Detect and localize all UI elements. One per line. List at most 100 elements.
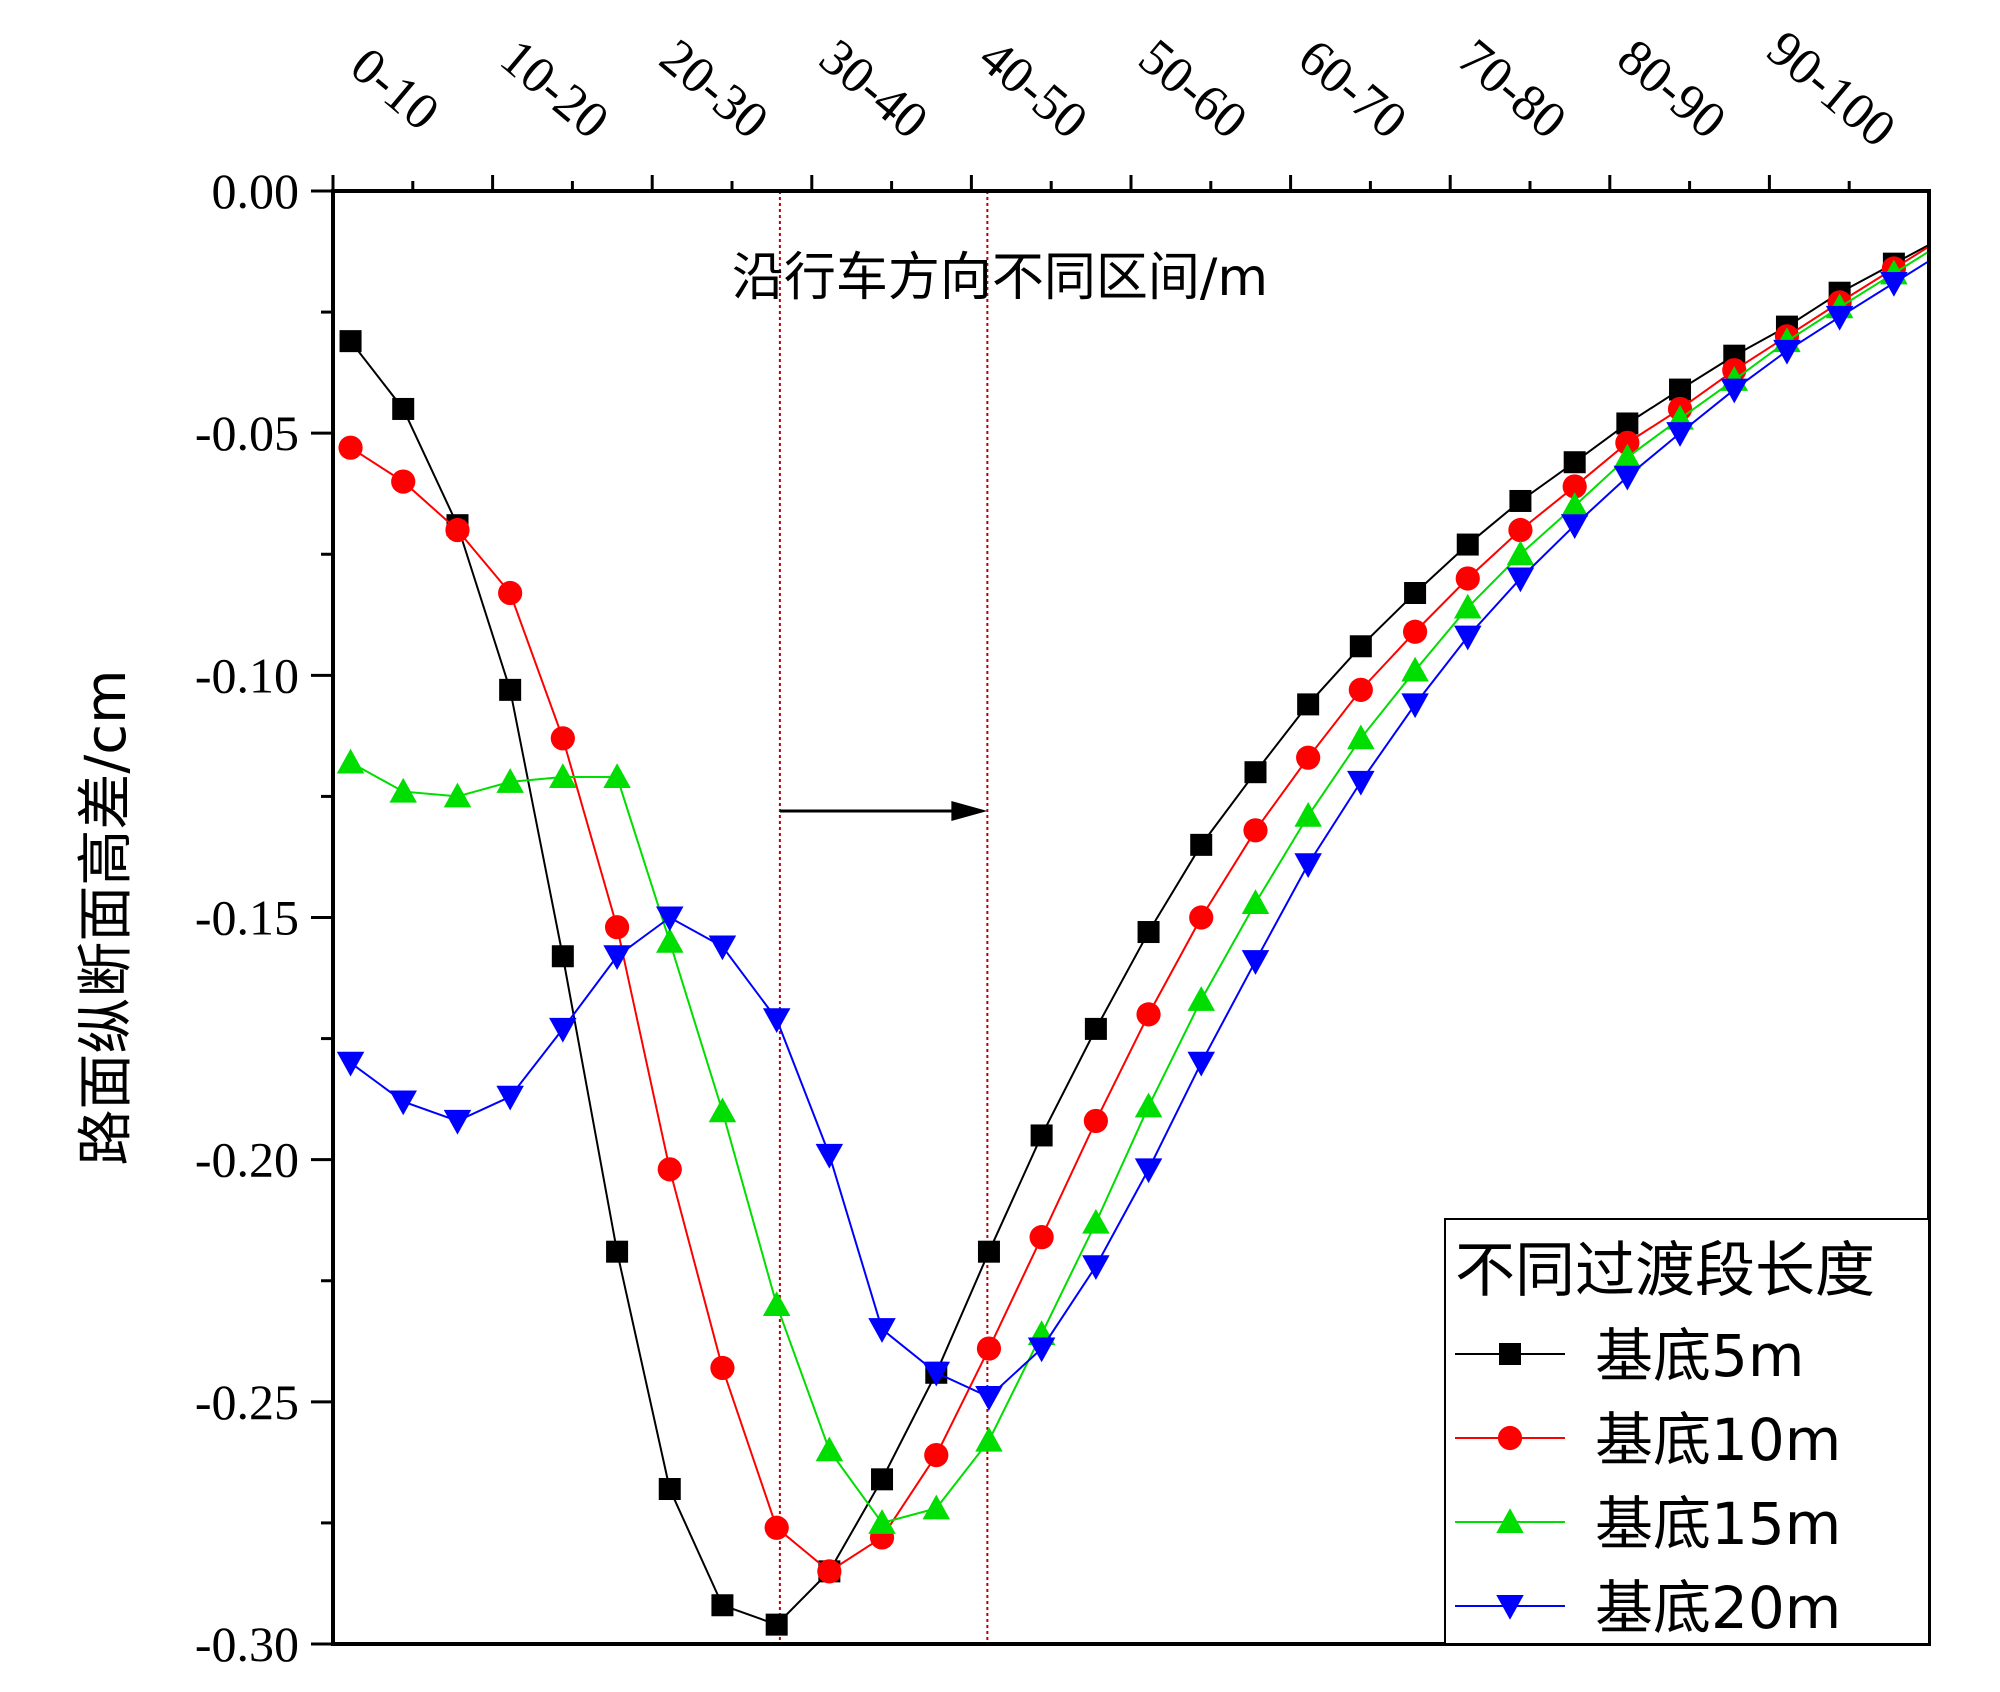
legend-item: 基底15m (1455, 1490, 1841, 1558)
data-point (1189, 905, 1214, 930)
x-axis-label: 沿行车方向不同区间/m (732, 248, 1268, 308)
data-point (817, 1559, 842, 1584)
data-point (871, 1468, 894, 1491)
data-point (1401, 656, 1429, 682)
y-tick-label: -0.05 (195, 405, 299, 461)
data-point (1506, 540, 1535, 566)
x-tick-label: 90-100 (1756, 20, 1905, 158)
series-基底15m (336, 250, 1930, 1534)
data-point (1506, 567, 1535, 593)
data-point (710, 1355, 735, 1381)
data-point (1294, 853, 1322, 878)
data-point (1347, 724, 1375, 750)
data-point (1720, 378, 1749, 404)
data-point (498, 580, 523, 606)
data-point (1560, 492, 1589, 517)
data-point (1615, 430, 1640, 455)
data-point (1243, 818, 1268, 843)
data-point (815, 1436, 844, 1462)
data-point (550, 726, 575, 751)
legend-item: 基底5m (1455, 1322, 1804, 1390)
x-tick-label: 30-40 (809, 29, 939, 151)
data-point (708, 1097, 737, 1123)
data-point (1241, 889, 1270, 914)
legend-item: 基底20m (1455, 1574, 1841, 1642)
data-point (1190, 833, 1213, 856)
legend-label: 基底5m (1595, 1322, 1804, 1390)
data-point (1082, 1208, 1110, 1234)
data-point (603, 763, 631, 789)
x-tick-label: 0-10 (340, 37, 450, 142)
data-point (1616, 412, 1639, 435)
data-point (389, 1090, 417, 1116)
x-tick-label: 20-30 (649, 29, 779, 151)
x-tick-label: 50-60 (1128, 29, 1258, 151)
data-point (656, 906, 684, 932)
data-point (496, 1085, 524, 1111)
data-point (1562, 474, 1587, 499)
data-point (1030, 1124, 1053, 1147)
data-point (1084, 1017, 1107, 1040)
data-point (977, 1240, 1000, 1263)
data-point (549, 1017, 577, 1043)
data-point (975, 1426, 1003, 1452)
legend-label: 基底20m (1595, 1574, 1841, 1642)
data-point (1880, 272, 1908, 297)
data-point (1496, 1595, 1524, 1620)
data-point (1137, 921, 1160, 944)
data-point (1187, 1051, 1215, 1077)
y-axis: 0.00 -0.05 -0.10 -0.15 -0.20 -0.25 -0.30 (195, 163, 333, 1672)
x-tick-label: 80-90 (1607, 29, 1737, 151)
data-point (868, 1318, 896, 1343)
y-tick-label: -0.30 (195, 1616, 299, 1672)
data-point (389, 777, 417, 803)
data-point (496, 768, 524, 793)
data-point (1134, 1158, 1163, 1184)
range-arrow (779, 800, 988, 821)
y-tick-label: 0.00 (212, 163, 300, 219)
data-point (711, 1594, 734, 1617)
data-point (551, 945, 574, 968)
data-point (976, 1336, 1002, 1361)
data-point (1455, 566, 1480, 591)
legend-item: 基底10m (1455, 1406, 1841, 1474)
data-point (1241, 950, 1270, 975)
data-point (1347, 770, 1375, 796)
data-point (762, 1291, 791, 1316)
data-point (1082, 1255, 1110, 1280)
data-point (1348, 677, 1373, 702)
data-point (1666, 422, 1694, 447)
data-point (708, 935, 737, 961)
legend-title: 不同过渡段长度 (1455, 1236, 1875, 1306)
data-point (657, 1157, 682, 1182)
data-point (603, 945, 631, 970)
data-point (1136, 1002, 1161, 1027)
data-point (1454, 593, 1482, 619)
data-point (1401, 693, 1429, 719)
legend-label: 基底15m (1595, 1490, 1841, 1558)
x-axis-top: 0-10 10-20 20-30 30-40 40-50 50-60 60-70 70-80 8… (331, 20, 1906, 191)
data-point (1613, 443, 1642, 469)
legend: 不同过渡段长度 基底5m 基底10m 基底15m 基底20m (1444, 1218, 1930, 1645)
y-tick-label: -0.10 (195, 647, 299, 703)
legend-items: 基底5m 基底10m 基底15m 基底20m (1455, 1322, 1841, 1642)
data-point (1454, 625, 1482, 651)
y-axis-label: 路面纵断面高差/cm (74, 669, 139, 1165)
data-point (1297, 693, 1320, 716)
data-point (765, 1613, 788, 1636)
legend-box (1444, 1218, 1930, 1645)
y-tick-label: -0.25 (195, 1374, 299, 1430)
data-point (1296, 745, 1321, 770)
x-tick-label: 10-20 (489, 29, 619, 151)
data-point (604, 915, 630, 940)
data-point (1825, 305, 1854, 331)
data-point (1560, 514, 1589, 539)
data-point (1083, 1108, 1108, 1134)
data-point (1499, 1343, 1521, 1365)
data-point (1244, 761, 1267, 784)
data-point (1349, 635, 1372, 658)
data-point (1509, 489, 1532, 512)
series-基底20m (336, 260, 1930, 1411)
data-point (339, 330, 362, 353)
data-point (1134, 1092, 1163, 1118)
